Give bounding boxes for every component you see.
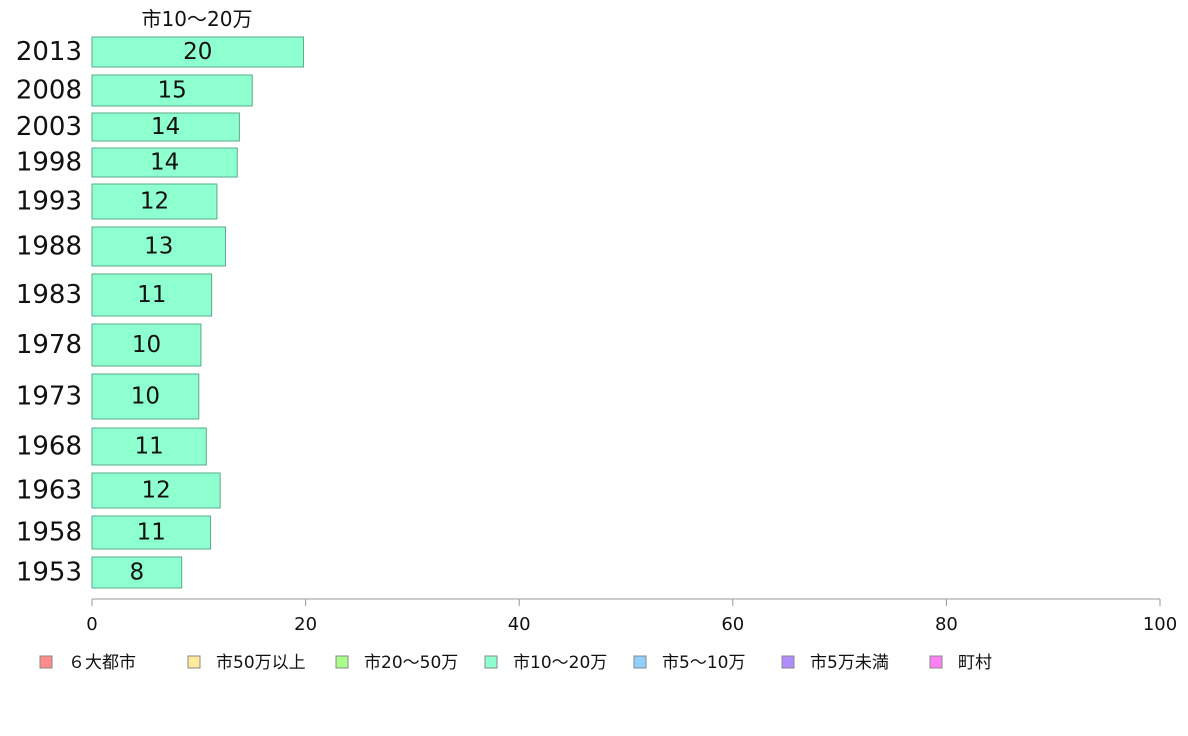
category-label-1953: 1953 <box>16 558 82 588</box>
legend-label-0: ６大都市 <box>68 653 136 673</box>
legend-swatch-3 <box>484 655 498 669</box>
category-label-1978: 1978 <box>16 330 82 360</box>
legend-label-2: 市20〜50万 <box>364 653 458 673</box>
bar-1978 <box>91 323 202 367</box>
bar-1958 <box>91 515 212 550</box>
bar-1968 <box>91 427 207 466</box>
category-label-1998: 1998 <box>16 148 82 178</box>
bar-1973 <box>91 373 200 420</box>
bar-2003 <box>91 112 240 142</box>
bar-1988 <box>91 226 226 267</box>
x-tick-label-40: 40 <box>508 614 531 635</box>
data-label-1958: 11 <box>137 520 166 546</box>
category-label-1958: 1958 <box>16 518 82 548</box>
legend-swatch-4 <box>633 655 647 669</box>
bar-1983 <box>91 273 213 317</box>
legend: ６大都市 市50万以上 市20〜50万 市10〜20万 市5〜10万 市5万未満 町村 <box>39 653 992 673</box>
x-tick-label-0: 0 <box>86 614 97 635</box>
bar-1953 <box>91 556 183 589</box>
category-label-2003: 2003 <box>16 112 82 142</box>
legend-swatch-6 <box>929 655 943 669</box>
series-title: 市10〜20万 <box>142 7 253 31</box>
legend-label-6: 町村 <box>958 653 992 673</box>
category-label-1973: 1973 <box>16 382 82 412</box>
category-label-1983: 1983 <box>16 280 82 310</box>
data-label-2003: 14 <box>151 114 180 140</box>
legend-label-3: 市10〜20万 <box>513 653 607 673</box>
bar-2008 <box>91 74 253 107</box>
x-tick-label-80: 80 <box>935 614 958 635</box>
legend-swatch-1 <box>187 655 201 669</box>
data-label-2008: 15 <box>157 78 186 104</box>
data-label-2013: 20 <box>183 39 212 65</box>
bar-1998 <box>91 147 238 178</box>
legend-label-1: 市50万以上 <box>216 653 306 673</box>
data-label-1998: 14 <box>150 150 179 176</box>
x-axis: 0 20 40 60 80 100 <box>86 598 1177 635</box>
legend-label-5: 市5万未満 <box>810 653 889 673</box>
x-tick-label-60: 60 <box>721 614 744 635</box>
category-label-2008: 2008 <box>16 76 82 106</box>
x-tick-label-20: 20 <box>294 614 317 635</box>
data-label-1978: 10 <box>132 332 161 358</box>
data-label-1983: 11 <box>137 282 166 308</box>
category-label-1988: 1988 <box>16 232 82 262</box>
category-label-2013: 2013 <box>16 37 82 67</box>
legend-swatch-0 <box>39 655 53 669</box>
bar-2013 <box>91 36 304 68</box>
data-label-1988: 13 <box>144 234 173 260</box>
x-tick-label-100: 100 <box>1143 614 1177 635</box>
legend-swatch-2 <box>335 655 349 669</box>
bar-1963 <box>91 472 221 509</box>
data-label-1963: 12 <box>141 478 170 504</box>
data-label-1968: 11 <box>134 434 163 460</box>
data-label-1973: 10 <box>131 384 160 410</box>
category-label-1993: 1993 <box>16 187 82 217</box>
bar-1993 <box>91 183 218 220</box>
legend-swatch-5 <box>781 655 795 669</box>
category-label-1963: 1963 <box>16 476 82 506</box>
data-label-1953: 8 <box>130 560 145 586</box>
bars-group: 2013 20 2008 15 2003 14 1998 14 1993 12 1988 13 1983… <box>16 36 304 589</box>
data-label-1993: 12 <box>140 189 169 215</box>
legend-label-4: 市5〜10万 <box>662 653 745 673</box>
category-label-1968: 1968 <box>16 432 82 462</box>
